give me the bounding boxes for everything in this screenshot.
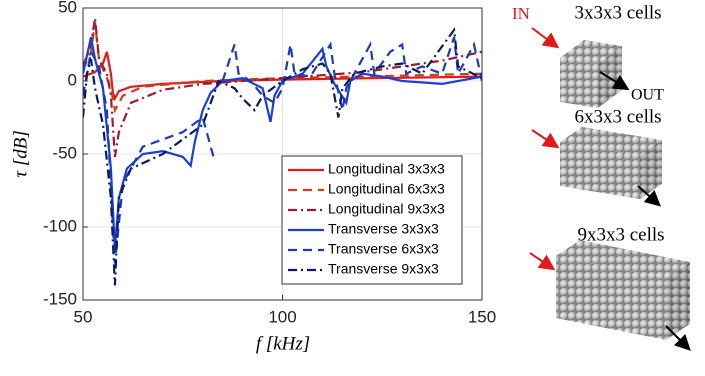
y-tick-label: -150 — [43, 289, 77, 308]
in-arrow — [530, 253, 552, 268]
x-tick-label: 50 — [74, 307, 93, 326]
cube-3x3x3 — [560, 40, 622, 108]
y-tick-label: -100 — [43, 216, 77, 235]
in-label: IN — [512, 4, 530, 23]
cube-6x3x3 — [560, 127, 662, 199]
x-axis-label: f [kHz] — [256, 333, 310, 354]
legend-label: Transverse 9x3x3 — [328, 261, 439, 277]
page: {"chart_data": {"type": "line", "xlabel"… — [0, 0, 705, 371]
x-tick-label: 150 — [468, 307, 496, 326]
y-axis-label: τ [dB] — [10, 130, 31, 177]
cube-front — [560, 58, 598, 108]
panel-title: 6x3x3 cells — [574, 106, 661, 127]
plot-area: -150 -100 -50 0 50 50 100 150 Longitudinal 3x3x3… — [43, 0, 496, 326]
out-label: OUT — [631, 87, 664, 104]
legend-label: Longitudinal 3x3x3 — [328, 161, 445, 177]
legend-label: Longitudinal 9x3x3 — [328, 201, 445, 217]
cube-9x3x3 — [556, 240, 690, 340]
legend-label: Transverse 6x3x3 — [328, 241, 439, 257]
legend-label: Longitudinal 6x3x3 — [328, 181, 445, 197]
y-tick-label: -50 — [52, 143, 77, 162]
in-arrow — [532, 130, 556, 146]
x-tick-label: 100 — [268, 307, 296, 326]
in-arrow — [532, 28, 556, 46]
panel-title: 3x3x3 cells — [574, 2, 661, 23]
y-tick-label: 50 — [58, 0, 77, 16]
legend-label: Transverse 3x3x3 — [328, 221, 439, 237]
y-tick-label: 0 — [68, 70, 77, 89]
panel-title: 9x3x3 cells — [577, 224, 664, 245]
figure: -150 -100 -50 0 50 50 100 150 Longitudinal 3x3x3… — [0, 0, 705, 371]
